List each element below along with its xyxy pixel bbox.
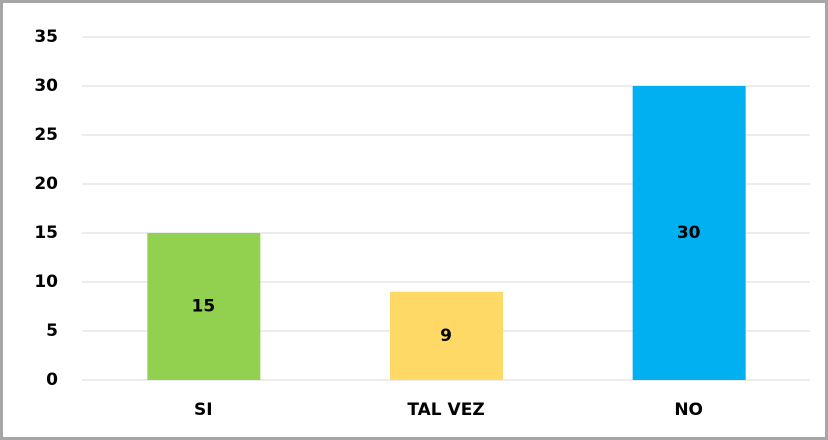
y-tick-label: 30 [34, 76, 58, 96]
x-tick-label: SI [194, 400, 213, 420]
y-tick-label: 25 [34, 125, 58, 145]
y-tick-label: 5 [46, 321, 58, 341]
data-label: 9 [440, 326, 452, 346]
bar [632, 86, 746, 380]
y-tick-label: 10 [34, 272, 58, 292]
y-tick-label: 20 [34, 174, 58, 194]
bar [390, 291, 503, 380]
bar [147, 233, 261, 380]
x-tick-label: NO [674, 400, 703, 420]
data-label: 30 [677, 223, 701, 243]
y-tick-label: 35 [34, 27, 58, 47]
y-tick-label: 0 [46, 370, 58, 390]
data-label: 15 [191, 297, 215, 317]
y-tick-label: 15 [34, 223, 58, 243]
x-tick-label: TAL VEZ [407, 400, 484, 420]
